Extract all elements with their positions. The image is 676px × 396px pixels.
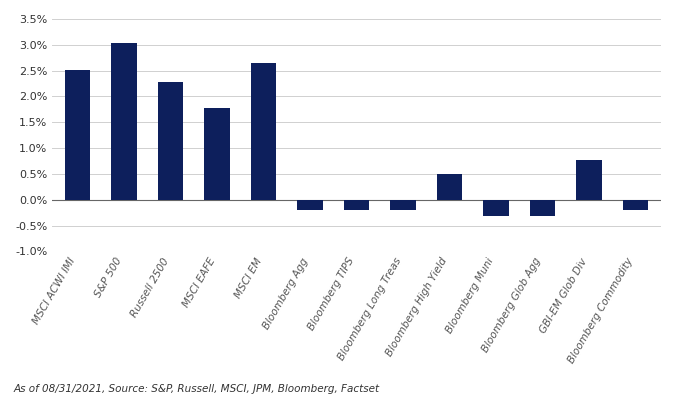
Bar (576, 160, 602, 200)
Bar (204, 109, 230, 200)
Bar (297, 200, 323, 209)
Bar (158, 82, 183, 200)
Bar (65, 70, 91, 200)
Text: As of 08/31/2021, Source: S&P, Russell, MSCI, JPM, Bloomberg, Factset: As of 08/31/2021, Source: S&P, Russell, … (14, 384, 380, 394)
Bar (437, 174, 462, 200)
Bar (530, 200, 555, 216)
Bar (623, 200, 648, 210)
Bar (483, 200, 509, 216)
Bar (390, 200, 416, 210)
Bar (112, 43, 137, 200)
Bar (251, 63, 276, 200)
Bar (344, 200, 369, 209)
